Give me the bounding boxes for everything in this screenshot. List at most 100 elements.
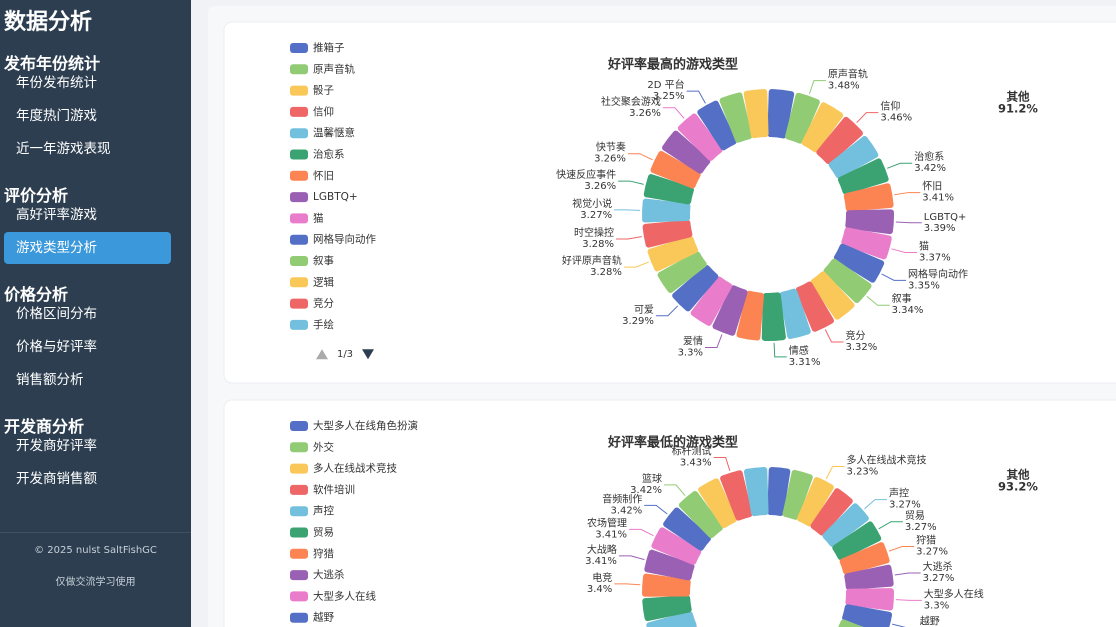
other-name: 其他 xyxy=(1007,90,1030,104)
pie-slice xyxy=(678,490,723,539)
nav-item[interactable]: 价格与好评率 xyxy=(16,339,97,355)
pie-slice xyxy=(843,183,894,212)
pie-slice xyxy=(842,604,893,627)
slice-label: 农场管理 xyxy=(587,516,627,529)
legend-label: 越野 xyxy=(313,611,334,624)
legend-label: 逻辑 xyxy=(313,275,334,288)
pie-slice xyxy=(690,276,733,326)
slice-value: 3.25% xyxy=(653,91,685,102)
slice-label: 信仰 xyxy=(880,101,900,113)
slice-value: 3.35% xyxy=(908,280,940,291)
legend-next[interactable] xyxy=(362,349,374,360)
slice-label: 快速反应事件 xyxy=(556,168,616,181)
sidebar: 数据分析 发布年份统计 年份发布统计 年度热门游戏 近一年游戏表现 评价分析 高好评率游戏游… xyxy=(0,0,191,627)
leader-line xyxy=(895,599,922,601)
slice-value: 3.28% xyxy=(590,267,622,278)
leader-line xyxy=(614,209,641,211)
pie-slice xyxy=(662,130,711,174)
nav-item[interactable]: 游戏类型分析 xyxy=(4,232,171,264)
legend-label: 信仰 xyxy=(313,105,334,118)
slice-label: 怀旧 xyxy=(922,181,942,193)
legend-swatch xyxy=(290,128,308,139)
nav-section[interactable]: 评价分析 xyxy=(4,186,69,205)
nav-item[interactable]: 开发商销售额 xyxy=(16,471,97,487)
leader-line xyxy=(895,221,922,224)
pie-slice xyxy=(845,588,894,611)
leader-line xyxy=(866,295,890,306)
slice-value: 3.26% xyxy=(594,154,626,165)
leader-line xyxy=(888,546,915,552)
slice-value: 3.28% xyxy=(582,239,614,250)
leader-line xyxy=(894,572,921,576)
slice-value: 3.37% xyxy=(919,253,951,264)
pie-slice xyxy=(643,174,694,205)
pie-slice xyxy=(832,521,882,561)
slice-label: 爱情 xyxy=(683,335,703,348)
pie-slice xyxy=(782,469,813,520)
other-value: 91.2% xyxy=(998,102,1038,116)
slice-label: 狩猎 xyxy=(916,534,936,547)
leader-line xyxy=(616,236,642,240)
pie-slice xyxy=(677,113,723,161)
slice-value: 3.41% xyxy=(922,193,954,204)
slice-label: 治愈系 xyxy=(914,150,944,163)
slice-value: 3.3% xyxy=(678,348,703,359)
pie-slice xyxy=(841,227,892,260)
slice-label: 多人在线战术竞技 xyxy=(847,454,927,467)
legend-label: 大逃杀 xyxy=(313,568,345,581)
slice-value: 3.26% xyxy=(629,108,661,119)
legend-label: 温馨惬意 xyxy=(313,126,355,139)
legend-prev[interactable] xyxy=(316,349,328,360)
legend-label: 叙事 xyxy=(313,254,334,267)
pie-slice xyxy=(828,135,879,179)
slice-label: 叙事 xyxy=(892,292,912,305)
legend-label: 治愈系 xyxy=(313,148,345,161)
leader-line xyxy=(713,456,731,471)
nav-item[interactable]: 开发商好评率 xyxy=(16,438,97,454)
pie-slice xyxy=(647,236,699,272)
slice-value: 3.3% xyxy=(924,600,949,611)
leader-line xyxy=(627,153,653,161)
legend-swatch xyxy=(290,463,308,474)
legend-label: 骰子 xyxy=(313,85,334,97)
nav-section[interactable]: 发布年份统计 xyxy=(4,54,101,73)
nav-item[interactable]: 年份发布统计 xyxy=(16,75,97,91)
legend-swatch xyxy=(290,213,308,224)
pie-slice xyxy=(663,507,711,551)
nav-section[interactable]: 价格分析 xyxy=(4,285,69,304)
slice-value: 3.32% xyxy=(846,342,878,353)
nav-section[interactable]: 开发商分析 xyxy=(4,417,85,436)
slice-label: 原声音轨 xyxy=(828,68,868,81)
leader-line xyxy=(629,528,654,537)
pie-slice xyxy=(651,527,702,565)
pie-slice xyxy=(810,488,853,536)
slice-label: 标杆测试 xyxy=(672,444,712,457)
legend-swatch xyxy=(290,64,308,75)
divider xyxy=(0,532,191,533)
slice-label: 大型多人在线 xyxy=(924,587,984,600)
nav-item[interactable]: 价格区间分布 xyxy=(16,306,97,322)
slice-label: 情感 xyxy=(789,344,809,357)
nav-item[interactable]: 近一年游戏表现 xyxy=(16,141,111,157)
pie-slice xyxy=(795,281,835,332)
pie-slice xyxy=(743,89,769,139)
slice-label: LGBTQ+ xyxy=(924,212,967,223)
footer-text: 仅做交流学习使用 xyxy=(55,577,136,588)
nav-item[interactable]: 销售额分析 xyxy=(16,372,84,388)
slice-value: 3.29% xyxy=(622,316,654,327)
footer-text: © 2025 nulst SaltFishGC xyxy=(34,545,157,556)
pie-slice xyxy=(646,611,697,627)
legend-label: 猫 xyxy=(313,211,324,224)
leader-line xyxy=(662,107,685,119)
legend-label: 多人在线战术竞技 xyxy=(313,462,397,475)
nav-item[interactable]: 年度热门游戏 xyxy=(16,108,97,124)
nav-item[interactable]: 高好评率游戏 xyxy=(16,207,97,223)
other-name: 其他 xyxy=(1007,468,1030,482)
leader-line xyxy=(881,273,907,281)
leader-line xyxy=(686,90,706,104)
leader-line xyxy=(894,192,921,196)
leader-line xyxy=(887,162,913,169)
leader-line xyxy=(618,555,645,561)
